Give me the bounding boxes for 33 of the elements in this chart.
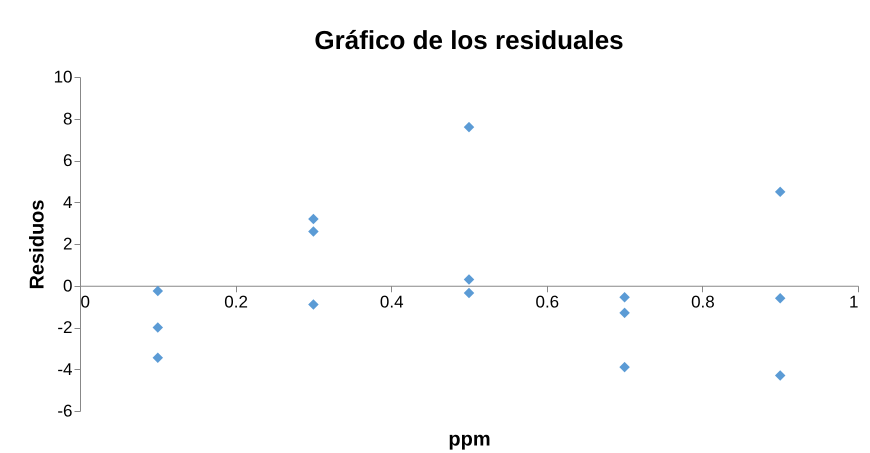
point xyxy=(308,214,319,224)
x-tick-label: 0 xyxy=(80,292,90,312)
y-axis-title: Residuos xyxy=(26,199,49,290)
x-tick-label: 0.4 xyxy=(380,292,404,312)
point xyxy=(308,226,319,237)
x-tick-label: 0.2 xyxy=(224,292,248,312)
point xyxy=(619,292,630,302)
point xyxy=(774,370,786,381)
point xyxy=(152,352,164,364)
y-tick-label: -6 xyxy=(57,402,72,420)
y-tick-label: -4 xyxy=(57,360,72,379)
y-tick-label: -2 xyxy=(57,318,72,337)
point xyxy=(464,288,474,298)
x-axis-title: ppm xyxy=(448,428,491,450)
x-tick-label: 0.6 xyxy=(535,292,560,312)
y-tick-label: 2 xyxy=(63,234,72,254)
point xyxy=(774,293,786,304)
point xyxy=(152,322,164,333)
point xyxy=(464,274,474,285)
point xyxy=(464,122,474,132)
y-tick-label: 0 xyxy=(63,276,72,296)
point xyxy=(152,286,164,296)
point xyxy=(774,186,786,198)
y-tick-label: 10 xyxy=(54,68,72,86)
point xyxy=(308,299,319,310)
y-tick-label: 4 xyxy=(63,192,72,212)
x-tick-label: 0.8 xyxy=(691,292,715,312)
point xyxy=(619,362,630,372)
y-tick-label: 8 xyxy=(63,109,72,128)
y-tick-label: 6 xyxy=(63,151,72,170)
chart-title: Gráfico de los residuales xyxy=(314,25,624,55)
point xyxy=(619,308,630,318)
x-tick-label: 1 xyxy=(849,292,858,312)
